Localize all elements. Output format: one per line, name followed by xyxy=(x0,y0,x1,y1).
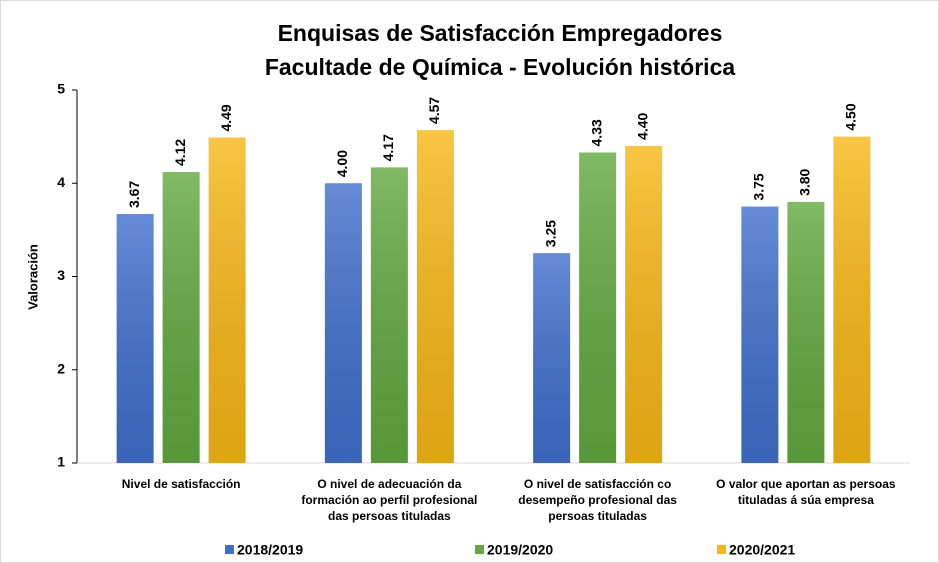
bar-shade xyxy=(370,167,408,463)
data-label: 4.49 xyxy=(218,104,234,131)
data-label: 4.33 xyxy=(588,119,604,146)
bar-shade xyxy=(116,214,154,463)
bar-shade xyxy=(787,201,825,463)
bar-shade xyxy=(162,172,200,463)
bar-shade xyxy=(579,152,617,464)
data-label: 3.25 xyxy=(542,220,558,247)
legend-swatch xyxy=(475,545,484,554)
chart-title: Enquisas de Satisfacción Empregadores xyxy=(278,20,723,46)
bar-shade xyxy=(324,183,362,463)
x-tick-label: O nivel de adecuación da formación ao pe… xyxy=(301,477,478,523)
y-tick-label: 3 xyxy=(57,267,65,283)
data-label: 4.40 xyxy=(634,112,650,139)
legend-swatch xyxy=(717,545,726,554)
x-tick-label: O valor que aportan as persoas tituladas… xyxy=(716,477,896,507)
bar-shade xyxy=(625,145,663,463)
chart-title: Facultade de Química - Evolución históri… xyxy=(265,54,736,80)
data-label: 3.75 xyxy=(751,173,767,200)
bar-shade xyxy=(208,137,246,463)
legend-swatch xyxy=(225,545,234,554)
bar-shade xyxy=(741,206,779,463)
bar-shade xyxy=(533,253,571,463)
data-label: 4.12 xyxy=(172,139,188,166)
data-label: 4.17 xyxy=(380,134,396,161)
y-tick-label: 1 xyxy=(57,454,65,470)
data-label: 3.67 xyxy=(126,181,142,208)
legend-label: 2018/2019 xyxy=(237,542,303,558)
x-tick-label: O nivel de satisfacción co desempeño pro… xyxy=(518,477,677,523)
bar-shade xyxy=(833,136,871,463)
y-tick-label: 2 xyxy=(57,360,65,376)
data-label: 3.80 xyxy=(797,168,813,195)
legend-label: 2019/2020 xyxy=(487,542,553,558)
data-label: 4.50 xyxy=(843,103,859,130)
legend-label: 2020/2021 xyxy=(729,542,795,558)
y-axis-label: Valoración xyxy=(25,244,40,310)
data-label: 4.00 xyxy=(334,150,350,177)
y-tick-label: 4 xyxy=(57,174,65,190)
x-tick-label: Nivel de satisfacción xyxy=(121,477,241,491)
bar-shade xyxy=(416,130,454,463)
data-label: 4.57 xyxy=(426,97,442,124)
y-tick-label: 5 xyxy=(57,81,65,97)
